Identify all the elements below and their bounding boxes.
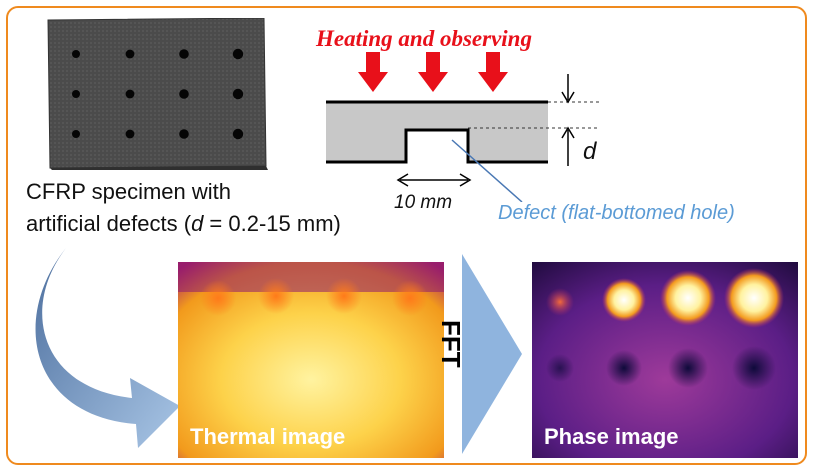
heating-arrow-2 bbox=[418, 52, 448, 92]
phase-image: Phase image bbox=[532, 262, 798, 458]
specimen-hole bbox=[179, 89, 189, 99]
caption-line-1: CFRP specimen with bbox=[26, 179, 231, 204]
specimen-hole bbox=[179, 129, 189, 139]
cross-section-diagram bbox=[326, 52, 600, 202]
caption-line-2: artificial defects (d = 0.2-15 mm) bbox=[26, 211, 341, 236]
thermal-image-label: Thermal image bbox=[190, 424, 346, 449]
heating-arrow-1 bbox=[358, 52, 388, 92]
plate-cross-section bbox=[326, 102, 548, 162]
heating-label: Heating and observing bbox=[316, 26, 532, 51]
cfrp-specimen-photo bbox=[47, 18, 268, 170]
hole-width-label: 10 mm bbox=[394, 192, 453, 213]
specimen-hole bbox=[125, 89, 135, 99]
specimen-hole bbox=[232, 48, 244, 60]
fft-label: FFT bbox=[436, 320, 466, 368]
heating-arrow-3 bbox=[478, 52, 508, 92]
phase-image-label: Phase image bbox=[544, 424, 679, 449]
specimen-hole bbox=[72, 130, 80, 138]
specimen-caption: CFRP specimen with artificial defects (d… bbox=[26, 176, 341, 240]
depth-label: d bbox=[583, 138, 597, 165]
specimen-hole bbox=[72, 50, 80, 58]
specimen-hole bbox=[125, 129, 135, 139]
defect-label: Defect (flat-bottomed hole) bbox=[498, 202, 735, 224]
specimen-hole bbox=[232, 128, 244, 140]
curved-arrow-icon bbox=[35, 248, 180, 448]
specimen-hole bbox=[72, 90, 80, 98]
figure-frame bbox=[6, 6, 807, 465]
specimen-hole bbox=[179, 49, 189, 59]
specimen-hole bbox=[125, 49, 135, 59]
thermal-image: Thermal image bbox=[178, 262, 444, 458]
specimen-hole bbox=[232, 88, 244, 100]
heating-arrows bbox=[358, 52, 508, 92]
fft-arrow-icon bbox=[462, 254, 522, 454]
